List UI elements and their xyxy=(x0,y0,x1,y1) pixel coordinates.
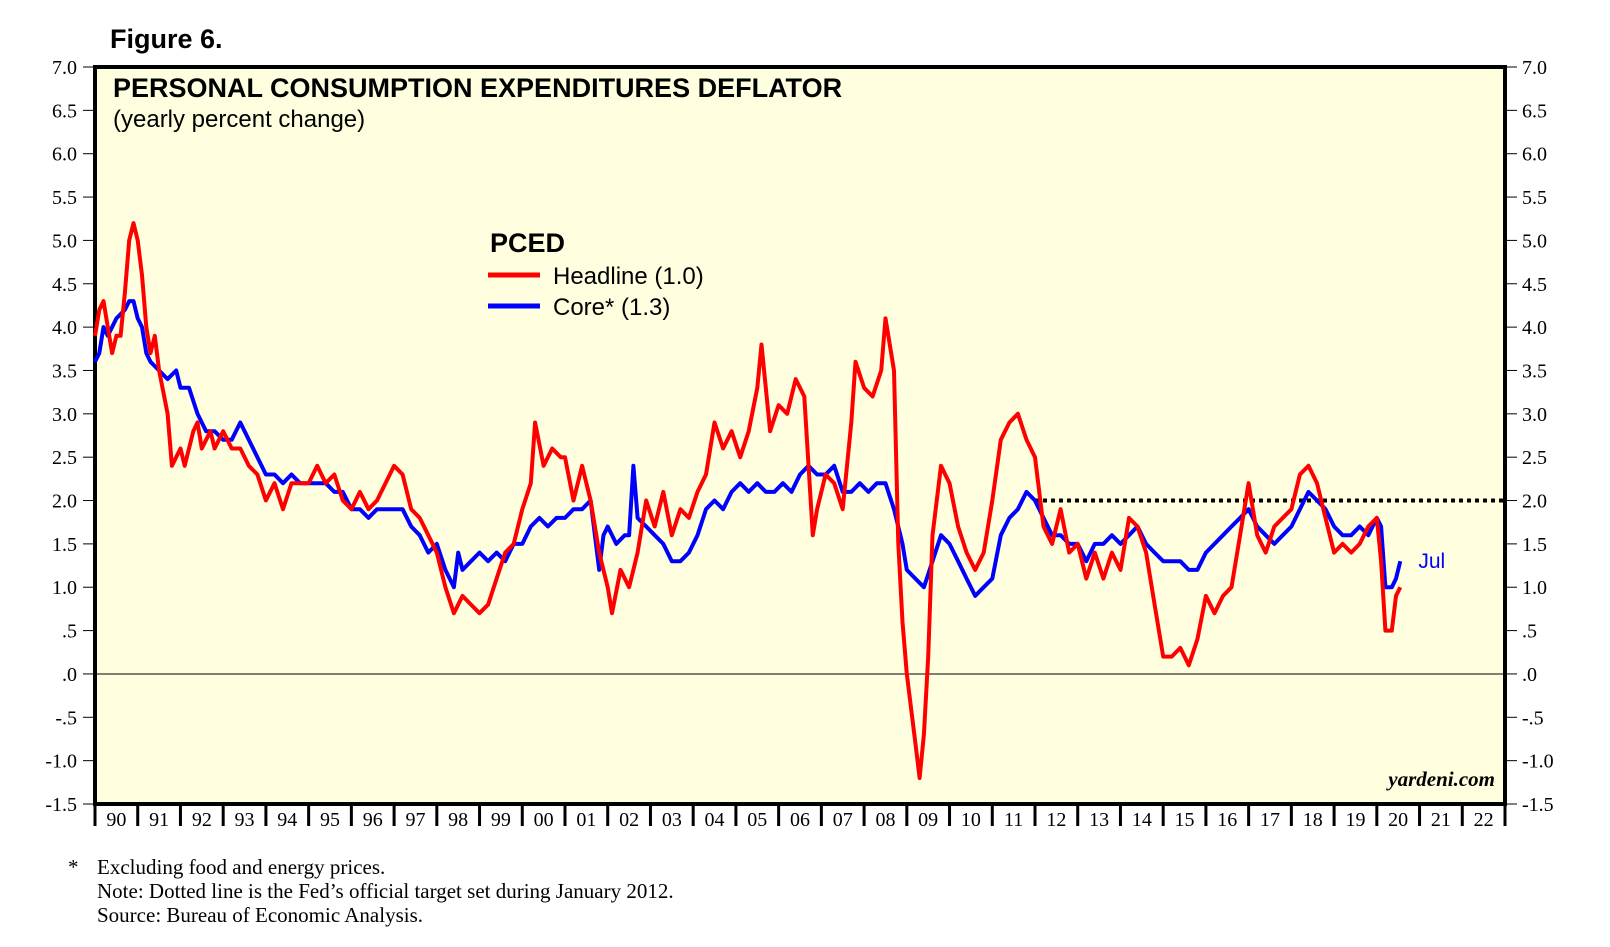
x-tick-label: 05 xyxy=(747,809,767,831)
source-watermark: yardeni.com xyxy=(1385,767,1495,791)
y-tick-label-left: 3.5 xyxy=(52,360,77,382)
y-tick-label-left: -.5 xyxy=(55,707,77,729)
y-tick-label-right: 1.5 xyxy=(1522,534,1547,556)
y-tick-label-right: 6.5 xyxy=(1522,100,1547,122)
x-tick-label: 16 xyxy=(1217,809,1237,831)
y-tick-label-right: -1.5 xyxy=(1522,794,1554,816)
y-tick-label-right: 5.0 xyxy=(1522,230,1547,252)
footnote-text: Excluding food and energy prices. xyxy=(97,855,385,879)
y-tick-label-left: -1.0 xyxy=(45,751,77,773)
footnotes: * Excluding food and energy prices.Note: … xyxy=(68,855,674,927)
end-label: Jul xyxy=(1418,550,1445,573)
y-tick-label-right: 5.5 xyxy=(1522,187,1547,209)
y-tick-label-left: .5 xyxy=(62,621,77,643)
core-series-line xyxy=(93,299,1403,598)
y-tick-label-left: 5.0 xyxy=(52,230,77,252)
x-tick-label: 20 xyxy=(1388,809,1408,831)
y-tick-label-right: 2.5 xyxy=(1522,447,1547,469)
x-tick-label: 97 xyxy=(405,809,425,831)
x-tick-label: 21 xyxy=(1431,809,1451,831)
x-tick-label: 92 xyxy=(192,809,212,831)
x-tick-label: 17 xyxy=(1260,809,1280,831)
y-tick-label-left: 3.0 xyxy=(52,404,77,426)
x-tick-label: 11 xyxy=(1004,809,1023,831)
y-tick-label-left: 4.0 xyxy=(52,317,77,339)
x-tick-label: 98 xyxy=(448,809,468,831)
x-tick-label: 94 xyxy=(277,809,297,831)
x-tick-label: 06 xyxy=(790,809,810,831)
y-tick-label-right: 2.0 xyxy=(1522,491,1547,513)
y-tick-label-left: 7.0 xyxy=(52,57,77,79)
x-tick-label: 04 xyxy=(705,809,725,831)
y-tick-label-left: -1.5 xyxy=(45,794,77,816)
x-tick-label: 18 xyxy=(1303,809,1323,831)
y-tick-label-right: 4.5 xyxy=(1522,274,1547,296)
y-tick-label-right: .0 xyxy=(1522,664,1537,686)
legend-title: PCED xyxy=(490,228,565,258)
x-tick-label: 03 xyxy=(662,809,682,831)
footnote-text: Source: Bureau of Economic Analysis. xyxy=(97,903,423,927)
y-tick-label-right: 1.0 xyxy=(1522,577,1547,599)
x-axis: 90 91 92 93 94 95 96 97 98 99 00 01 02 03 04 05 06 07 08 09… xyxy=(93,804,1507,831)
y-tick-label-right: 3.0 xyxy=(1522,404,1547,426)
y-tick-label-right: 7.0 xyxy=(1522,57,1547,79)
x-tick-label: 14 xyxy=(1132,809,1152,831)
footnote-mark: * xyxy=(68,855,79,879)
y-tick-label-right: .5 xyxy=(1522,621,1537,643)
y-tick-label-right: 4.0 xyxy=(1522,317,1547,339)
x-tick-label: 10 xyxy=(961,809,981,831)
x-tick-label: 12 xyxy=(1046,809,1066,831)
x-tick-label: 13 xyxy=(1089,809,1109,831)
x-tick-label: 09 xyxy=(918,809,938,831)
y-tick-label-left: 5.5 xyxy=(52,187,77,209)
y-tick-label-left: 6.5 xyxy=(52,100,77,122)
x-tick-label: 02 xyxy=(619,809,639,831)
y-tick-label-left: 6.0 xyxy=(52,144,77,166)
legend-core-label: Core* (1.3) xyxy=(553,294,670,321)
headline-line xyxy=(93,221,1403,780)
core-line xyxy=(93,299,1403,598)
x-tick-label: 01 xyxy=(576,809,596,831)
x-tick-label: 07 xyxy=(833,809,853,831)
x-tick-label: 00 xyxy=(534,809,554,831)
x-tick-label: 90 xyxy=(106,809,126,831)
y-tick-label-left: 2.5 xyxy=(52,447,77,469)
y-tick-label-left: 4.5 xyxy=(52,274,77,296)
legend: PCED Headline (1.0) Core* (1.3) xyxy=(488,228,704,321)
chart-title: PERSONAL CONSUMPTION EXPENDITURES DEFLAT… xyxy=(113,73,842,103)
y-tick-label-left: 1.0 xyxy=(52,577,77,599)
footnote-text: Note: Dotted line is the Fed’s official … xyxy=(97,879,674,903)
x-tick-label: 96 xyxy=(363,809,383,831)
x-tick-label: 93 xyxy=(235,809,255,831)
chart-subtitle: (yearly percent change) xyxy=(113,106,365,133)
x-tick-label: 95 xyxy=(320,809,340,831)
legend-headline-label: Headline (1.0) xyxy=(553,263,704,290)
y-tick-label-right: 3.5 xyxy=(1522,360,1547,382)
x-tick-label: 91 xyxy=(149,809,169,831)
y-tick-label-left: 1.5 xyxy=(52,534,77,556)
y-tick-label-right: -1.0 xyxy=(1522,751,1554,773)
x-tick-label: 22 xyxy=(1474,809,1494,831)
figure-label: Figure 6. xyxy=(110,24,223,54)
headline-series-line xyxy=(93,221,1403,780)
x-tick-label: 15 xyxy=(1175,809,1195,831)
y-axis-left: 7.0 6.5 6.0 5.5 5.0 4.5 4.0 3.5 3.0 2.5 2.0 1.5 1.0.… xyxy=(45,57,95,816)
x-tick-label: 99 xyxy=(491,809,511,831)
y-tick-label-left: 2.0 xyxy=(52,491,77,513)
y-tick-label-left: .0 xyxy=(62,664,77,686)
y-tick-label-right: -.5 xyxy=(1522,707,1544,729)
y-axis-right: 7.0 6.5 6.0 5.5 5.0 4.5 4.0 3.5 3.0 2.5 2.0 1.5 1.0.… xyxy=(1505,57,1554,816)
x-tick-label: 08 xyxy=(875,809,895,831)
y-tick-label-right: 6.0 xyxy=(1522,144,1547,166)
x-tick-label: 19 xyxy=(1345,809,1365,831)
plot-area xyxy=(93,65,1507,806)
